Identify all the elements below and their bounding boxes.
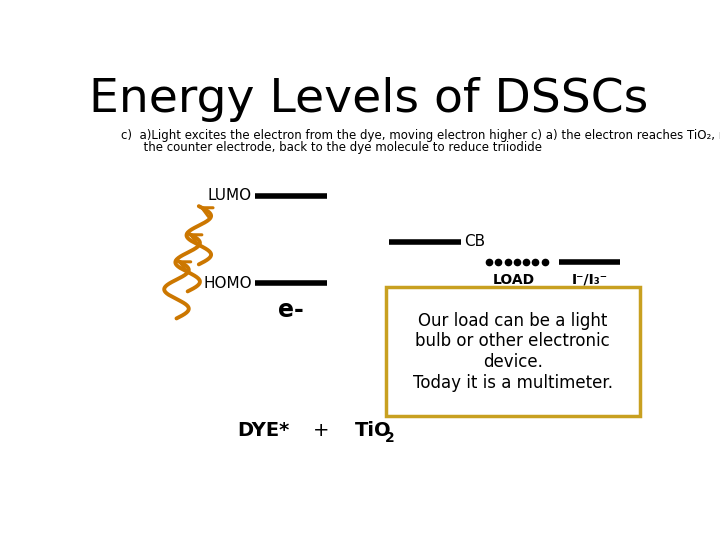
Text: CB: CB: [464, 234, 485, 249]
Text: I⁻/I₃⁻: I⁻/I₃⁻: [572, 273, 608, 287]
Text: Our load can be a light
bulb or other electronic
device.
Today it is a multimete: Our load can be a light bulb or other el…: [413, 312, 613, 392]
Text: +: +: [313, 421, 330, 440]
Text: TiO: TiO: [355, 421, 392, 440]
Text: VB: VB: [464, 363, 485, 378]
Text: HOMO: HOMO: [203, 275, 252, 291]
Text: Energy Levels of DSSCs: Energy Levels of DSSCs: [89, 77, 649, 122]
Text: the counter electrode, back to the dye molecule to reduce triiodide: the counter electrode, back to the dye m…: [121, 141, 541, 154]
Text: c)  a)Light excites the electron from the dye, moving electron higher c) a) the : c) a)Light excites the electron from the…: [121, 129, 720, 142]
Text: 2: 2: [384, 431, 395, 445]
Text: LOAD: LOAD: [493, 273, 535, 287]
Text: e-: e-: [278, 298, 304, 322]
Text: LUMO: LUMO: [207, 188, 252, 203]
FancyBboxPatch shape: [386, 287, 639, 416]
Text: DYE*: DYE*: [237, 421, 289, 440]
